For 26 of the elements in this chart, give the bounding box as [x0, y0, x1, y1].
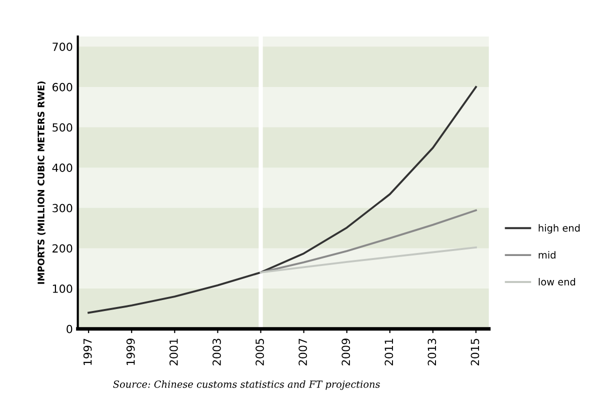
- y-tick-label: 500: [52, 123, 72, 132]
- legend-label: high end: [538, 224, 580, 234]
- y-tick-label: 200: [52, 244, 72, 253]
- y-axis-title: IMPORTS (MILLION CUBIC METERS RWE): [37, 82, 46, 284]
- line-series: [88, 86, 477, 314]
- x-tick-label: 2015: [470, 338, 480, 366]
- y-tick-label: 700: [52, 42, 72, 51]
- x-tick-label: 2003: [212, 338, 221, 366]
- y-tick-label: 0: [66, 324, 72, 334]
- y-tick-label: 600: [52, 82, 72, 92]
- line-series: [260, 209, 477, 274]
- source-note: Source: Chinese customs statistics and FT projections: [113, 380, 380, 390]
- x-tick-label: 1999: [126, 338, 135, 365]
- x-tick-label: 2007: [298, 338, 308, 366]
- x-tick-label: 1997: [83, 338, 92, 365]
- x-tick-label: 2013: [428, 338, 436, 366]
- line-series: [260, 246, 477, 274]
- x-tick-label: 2001: [169, 338, 178, 366]
- x-tick-label: 2009: [342, 338, 350, 366]
- x-tick-label: 2005: [256, 338, 264, 366]
- y-tick-label: 300: [52, 204, 72, 212]
- x-tick-label: 2011: [384, 338, 394, 366]
- y-tick-label: 100: [52, 284, 72, 293]
- legend-label: mid: [538, 251, 556, 259]
- y-tick-label: 400: [52, 164, 72, 172]
- legend-label: low end: [538, 278, 576, 286]
